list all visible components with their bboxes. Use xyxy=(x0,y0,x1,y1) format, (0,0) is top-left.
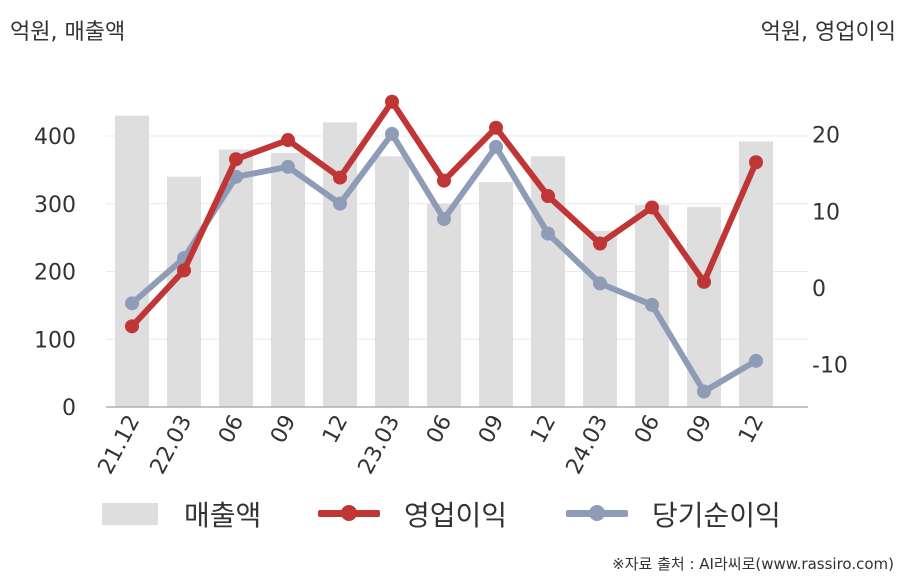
left-tick-label: 400 xyxy=(34,125,76,150)
bar-revenue xyxy=(375,156,409,407)
revenue-bars xyxy=(115,115,773,408)
bar-revenue xyxy=(427,203,461,407)
x-tick-label: 09 xyxy=(682,411,717,447)
point-net-income xyxy=(749,353,763,368)
legend-item-net-income: 당기순이익 xyxy=(566,492,781,536)
left-tick-label: 200 xyxy=(34,261,76,286)
point-operating-profit xyxy=(749,155,763,170)
x-tick-label: 09 xyxy=(266,411,301,447)
point-operating-profit xyxy=(541,188,555,203)
point-net-income xyxy=(125,296,139,311)
left-tick-label: 100 xyxy=(34,328,76,353)
point-net-income xyxy=(697,384,711,399)
point-net-income xyxy=(437,211,451,226)
x-tick-label: 06 xyxy=(630,411,665,447)
point-operating-profit xyxy=(385,94,399,109)
profit-lines xyxy=(125,94,763,399)
point-net-income xyxy=(333,196,347,211)
point-operating-profit xyxy=(437,173,451,188)
x-tick-label: 12 xyxy=(526,411,561,447)
point-operating-profit xyxy=(333,170,347,185)
point-operating-profit xyxy=(125,319,139,334)
x-tick-label: 12 xyxy=(734,411,769,447)
source-note: ※자료 출처 : AI라씨로(www.rassiro.com) xyxy=(612,555,894,573)
x-tick-label: 24.03 xyxy=(562,411,614,478)
point-net-income xyxy=(541,226,555,241)
legend-swatch-net-income xyxy=(566,492,628,536)
point-operating-profit xyxy=(593,236,607,251)
legend-label-operating-profit: 영업이익 xyxy=(404,499,508,532)
right-tick-label: -10 xyxy=(812,354,848,379)
legend-item-operating-profit: 영업이익 xyxy=(318,492,507,536)
point-operating-profit xyxy=(697,274,711,289)
x-tick-label: 23.03 xyxy=(354,411,406,478)
point-net-income xyxy=(385,126,399,141)
point-net-income xyxy=(281,159,295,174)
x-tick-label: 22.03 xyxy=(146,411,198,478)
right-tick-label: 10 xyxy=(812,200,840,225)
bar-revenue xyxy=(479,182,513,407)
point-net-income xyxy=(593,276,607,291)
bar-revenue xyxy=(115,115,149,408)
x-tick-label: 12 xyxy=(318,411,353,447)
x-tick-label: 06 xyxy=(214,411,249,447)
point-operating-profit xyxy=(489,120,503,135)
right-tick-label: 20 xyxy=(812,124,840,149)
left-tick-label: 300 xyxy=(34,193,76,218)
legend-label-revenue: 매출액 xyxy=(184,499,262,532)
x-tick-label: 09 xyxy=(474,411,509,447)
right-tick-label: 0 xyxy=(812,277,826,302)
bar-revenue xyxy=(583,230,617,407)
point-operating-profit xyxy=(229,152,243,167)
bar-revenue xyxy=(271,152,305,407)
point-net-income xyxy=(645,297,659,312)
legend-item-revenue: 매출액 xyxy=(102,492,261,536)
point-operating-profit xyxy=(281,133,295,148)
left-tick-label: 0 xyxy=(62,396,76,421)
right-axis-unit-label: 억원, 영업이익 xyxy=(760,20,896,45)
point-operating-profit xyxy=(645,200,659,215)
bar-revenue xyxy=(167,176,201,407)
x-tick-label: 06 xyxy=(422,411,457,447)
legend-swatch-revenue xyxy=(102,503,158,525)
x-tick-label: 21.12 xyxy=(94,411,146,478)
left-axis-unit-label: 억원, 매출액 xyxy=(10,20,126,45)
legend-label-net-income: 당기순이익 xyxy=(652,499,781,532)
legend-swatch-operating-profit xyxy=(318,492,380,536)
point-operating-profit xyxy=(177,263,191,278)
point-net-income xyxy=(489,139,503,154)
